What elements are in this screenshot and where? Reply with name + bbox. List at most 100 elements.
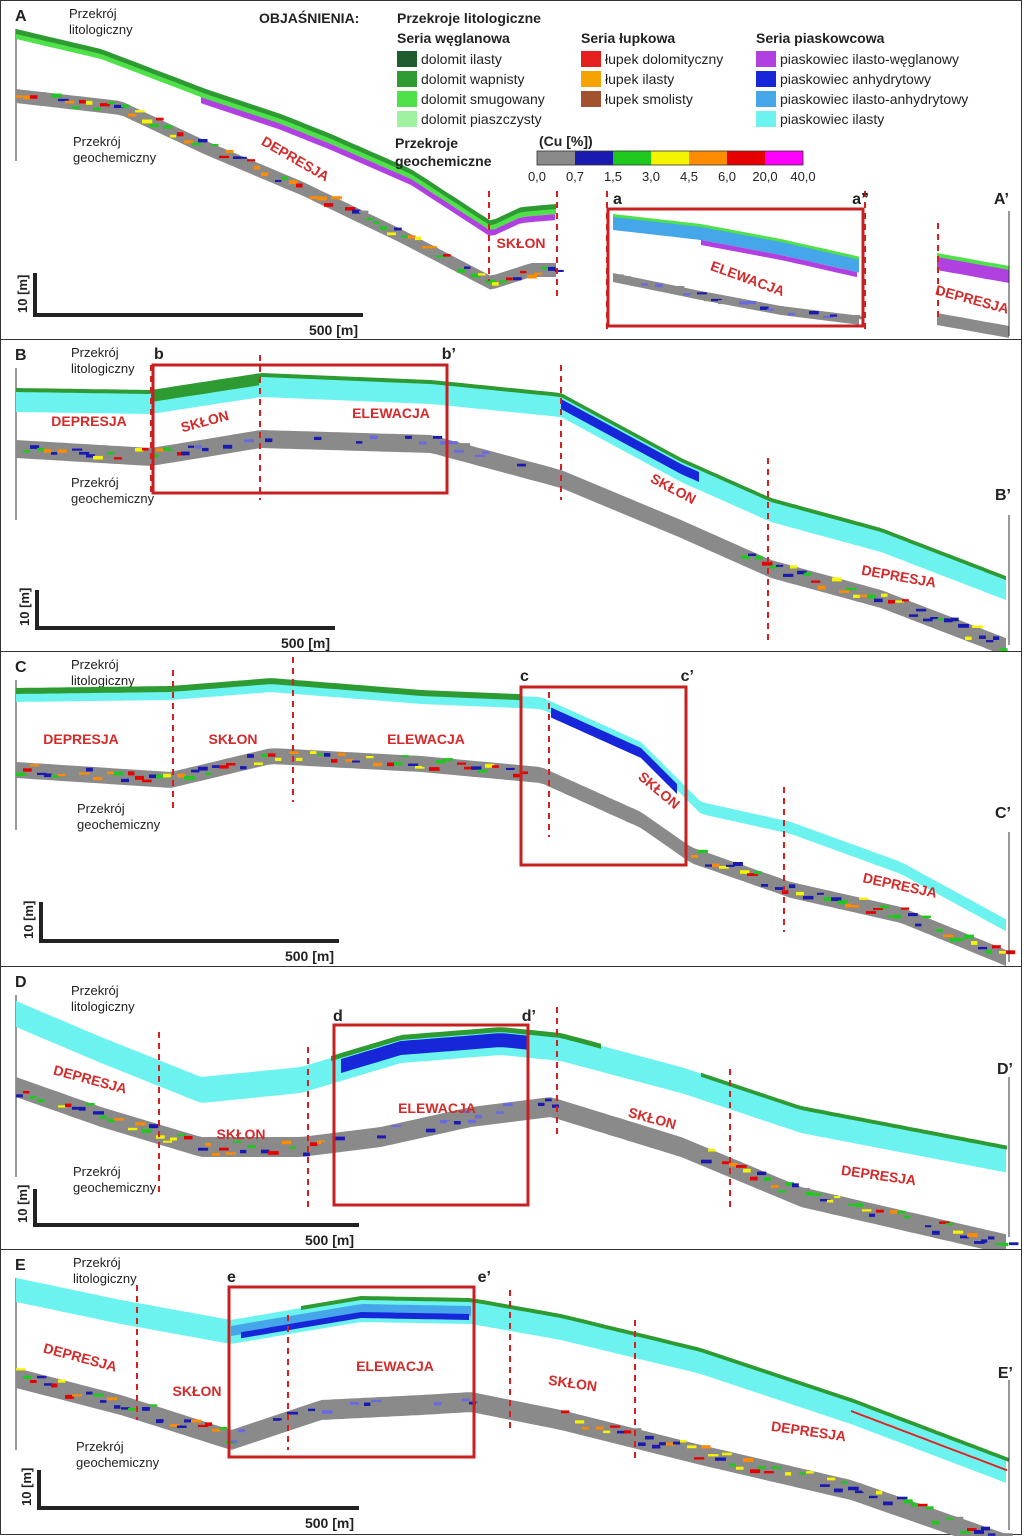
geo-speckle [513,773,522,778]
geo-speckle [237,441,247,446]
geo-speckle [300,439,308,442]
geo-speckle [86,767,93,772]
geo-speckle [698,849,708,853]
section-start-letter: D [15,974,27,991]
geo-speckle [170,446,181,450]
geo-speckle [107,1397,118,1401]
scale-bar [37,1470,359,1510]
geo-speckle [916,608,927,612]
geo-speckle [338,752,346,756]
geo-speckle [72,1394,82,1397]
zone-label: SKŁON [209,731,258,747]
zone-label: DEPRESJA [934,282,1011,317]
geo-speckle [226,763,236,766]
geo-speckle [128,1407,136,1411]
geo-speckle [121,455,132,458]
geo-speckle [888,599,895,604]
geo-speckle [848,1203,856,1206]
geo-speckle [652,1444,661,1449]
geo-speckle [303,187,314,191]
geo-speckle [202,447,209,452]
geo-speckle [820,1484,830,1487]
litho-label: Przekrój [69,6,117,21]
scale-bar [33,1189,359,1227]
geo-speckle [184,140,193,144]
geo-speckle [65,1394,74,1399]
geo-speckle [342,1141,352,1144]
zone-label: SKŁON [173,1383,222,1399]
geo-speckle [974,1530,984,1534]
geo-speckle [978,946,988,950]
geo-speckle [72,448,83,451]
geo-speckle [163,125,173,129]
geo-speckle [357,1408,366,1413]
litho-band-green [151,375,259,402]
litho-label: litologiczny [71,999,135,1014]
geo-speckle [818,585,826,590]
geo-speckle [475,1114,483,1119]
geo-speckle [350,1402,359,1405]
section-start-letter: E [15,1257,26,1274]
panel-D-svg: D PrzekrójlitologicznyPrzekrójgeochemiczn… [15,974,1019,1251]
geo-speckle [485,279,495,284]
geo-speckle [191,142,202,146]
geo-speckle [86,454,96,458]
geo-speckle [894,914,901,919]
geo-speckle [58,1379,66,1383]
geo-speckle [510,1111,521,1116]
geo-speckle [866,911,876,914]
geo-speckle [953,1516,964,1521]
geo-speckle [851,315,861,318]
geo-speckle [205,1143,212,1147]
geo-speckle [873,908,883,911]
legend-colorbar-segment [689,151,727,165]
section-end-letter: D’ [997,1061,1013,1078]
zone-label: DEPRESJA [840,1162,917,1188]
geo-speckle [911,1503,920,1507]
litho-label: litologiczny [71,361,135,376]
geo-speckle [613,274,624,278]
geo-speckle [23,450,30,453]
geo-speckle [135,1122,146,1126]
geo-speckle [335,1136,345,1141]
geo-speckle [697,292,707,295]
scale-vertical-label: 10 [m] [19,1468,34,1506]
geo-speckle [816,314,826,318]
geo-speckle [177,1425,187,1428]
geo-speckle [307,432,317,437]
geo-speckle [275,757,282,762]
geo-speckle [188,445,195,448]
geo-speckle [457,762,467,765]
geo-speckle [951,617,959,622]
geo-speckle [434,1402,443,1406]
geo-speckle [79,1389,87,1393]
geo-speckle [441,1403,451,1407]
box-corner-letter: a [613,191,622,208]
geo-speckle [170,1137,177,1141]
geo-speckle [156,774,164,779]
geo-speckle [226,150,234,153]
geo-speckle [440,1120,451,1124]
litho-band-purple [701,240,857,278]
geo-speckle [219,1147,229,1151]
geo-speckle [489,1110,496,1113]
geo-band [613,273,859,325]
geo-speckle [156,1419,164,1424]
zone-label: ELEWACJA [356,1358,434,1374]
geo-speckle [195,445,202,449]
geo-speckle [781,307,789,311]
geo-speckle [413,1398,423,1401]
geo-speckle [690,294,697,298]
panel-C-svg: C PrzekrójlitologicznyPrzekrójgeochemiczn… [15,657,1016,966]
geo-speckle [785,1182,795,1186]
geo-speckle [852,905,860,908]
geo-speckle [741,555,751,559]
geo-speckle [65,100,75,104]
geo-speckle [855,1203,864,1207]
geo-speckle [135,110,145,113]
zone-label: SKŁON [179,407,230,435]
legend-item-label: dolomit ilasty [421,51,502,67]
geo-speckle [142,779,152,783]
geo-speckle [971,941,978,945]
geo-speckle [890,1210,900,1214]
